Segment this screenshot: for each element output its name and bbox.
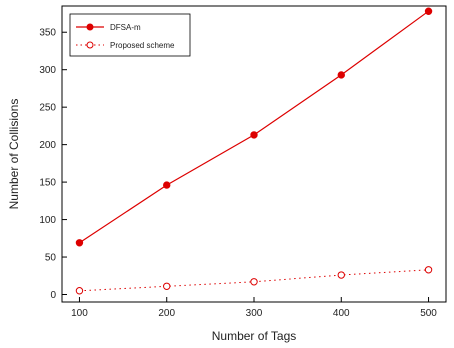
legend-marker-proposed-scheme: [86, 41, 94, 49]
data-point-dfsa-m: [250, 131, 258, 139]
legend-box: [69, 13, 191, 57]
x-tick-label: 200: [158, 308, 175, 319]
x-tick-label: 100: [71, 308, 88, 319]
data-point-dfsa-m: [337, 71, 345, 79]
legend-entry-proposed-scheme: Proposed scheme: [110, 41, 175, 50]
y-tick-label: 0: [50, 290, 56, 301]
y-axis-label: Number of Collisions: [7, 99, 21, 210]
data-point-proposed-scheme: [75, 287, 84, 295]
y-tick-label: 250: [39, 103, 56, 114]
x-tick-label: 500: [420, 308, 437, 319]
y-tick-label: 300: [39, 65, 56, 76]
series-layer: [75, 7, 433, 295]
data-point-proposed-scheme: [337, 271, 345, 279]
data-point-proposed-scheme: [250, 278, 258, 286]
x-axis-ticks: 100 200 300 400 500: [71, 297, 437, 319]
data-point-proposed-scheme: [424, 266, 433, 274]
legend-entry-dfsa-m: DFSA-m: [110, 23, 141, 32]
y-axis-ticks: 0 50 100 150 200 250 300 350: [39, 28, 67, 301]
data-point-dfsa-m: [75, 239, 84, 247]
series-line-proposed-scheme: [79, 269, 429, 292]
y-tick-label: 350: [39, 28, 56, 39]
data-point-dfsa-m: [163, 181, 171, 189]
x-tick-label: 300: [246, 308, 263, 319]
x-axis-label: Number of Tags: [212, 329, 297, 343]
y-tick-label: 150: [39, 178, 56, 189]
data-point-proposed-scheme: [163, 282, 171, 290]
y-tick-label: 200: [39, 140, 56, 151]
legend: DFSA-m Proposed scheme: [69, 13, 191, 57]
y-tick-label: 50: [45, 253, 57, 264]
y-tick-label: 100: [39, 215, 56, 226]
x-tick-label: 400: [333, 308, 350, 319]
data-point-dfsa-m: [424, 7, 433, 15]
legend-marker-dfsa-m: [86, 23, 94, 31]
